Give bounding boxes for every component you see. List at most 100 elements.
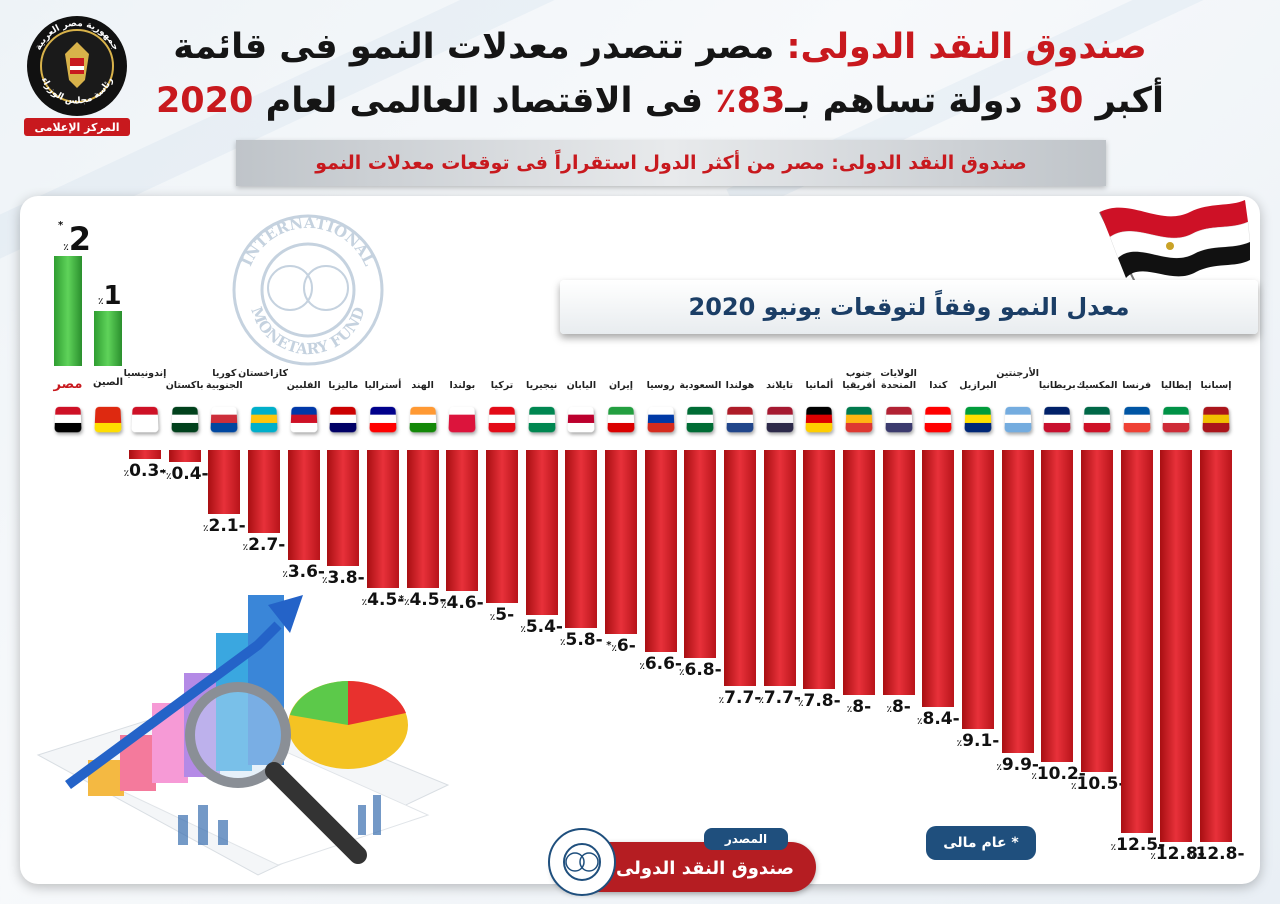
data-label-value: 10.5- (1076, 773, 1126, 794)
data-bar (1001, 450, 1034, 754)
data-label-value: 7.8- (803, 690, 841, 711)
country-label: الأرجنتين (996, 368, 1040, 379)
data-label: ٪7.7- (754, 688, 806, 711)
country-label: نيجيريا (526, 380, 558, 391)
data-label-unit: ٪ (916, 717, 923, 728)
data-label: ٪4.5- (357, 590, 409, 613)
data-label: ٪3.6- (278, 562, 330, 585)
data-bar (843, 450, 875, 695)
egypt-flag-icon (1099, 200, 1250, 333)
country-label: كندا (929, 380, 948, 391)
data-label-unit: ٪ (520, 625, 526, 636)
data-label-unit: ٪ (1110, 842, 1117, 853)
country-label: إيطاليا (1160, 380, 1192, 391)
data-bar (287, 450, 320, 561)
data-label-unit: ٪ (797, 698, 804, 709)
data-bar (803, 450, 836, 689)
subtitle-banner: صندوق النقد الدولى: مصر من أكثر الدول اس… (236, 140, 1106, 186)
data-bar (168, 450, 201, 463)
data-label-value: 5.4- (525, 617, 563, 638)
country-label: ماليزيا (328, 380, 359, 391)
fiscal-year-asterisk: * (606, 639, 612, 651)
country-flag-icon (686, 406, 714, 433)
data-label: ٪5.4- (516, 617, 568, 640)
data-label-unit: ٪ (63, 243, 69, 253)
data-label-unit: ٪ (1150, 852, 1156, 862)
svg-text:INTERNATIONAL: INTERNATIONAL (238, 214, 379, 269)
country-flag-icon (924, 406, 952, 433)
data-label-value: 12.8- (1155, 844, 1205, 864)
data-label: ٪1 (98, 281, 122, 311)
data-bar (248, 450, 280, 533)
data-bar (1120, 450, 1153, 833)
country-label: فرنسا (1122, 380, 1152, 391)
data-label: ٪7.7- (714, 688, 766, 711)
data-bar (208, 450, 241, 515)
data-label-value: 7.7- (724, 687, 762, 708)
data-label: ٪8- (873, 697, 925, 720)
data-label-unit: ٪ (718, 695, 725, 706)
data-label-unit: ٪ (1031, 772, 1037, 783)
logo-line3: المركز الإعلامى (35, 121, 120, 134)
data-label-value: 1 (103, 281, 122, 311)
data-bar (605, 450, 637, 634)
country-flag-icon (329, 406, 357, 433)
country-flag-icon (1004, 406, 1032, 433)
data-label-value: 5- (495, 605, 515, 626)
data-label-unit: ٪ (1190, 852, 1196, 862)
data-label: ٪8- (833, 697, 885, 720)
data-bar (724, 450, 756, 686)
country-flag-icon (448, 406, 476, 433)
country-label: السعودية (679, 380, 722, 391)
country-flag-icon (54, 406, 82, 433)
cabinet-media-center-logo: جمهورية مصر العربية رئاسة مجلس الوزراء ا… (22, 14, 132, 136)
data-label: ٪6.8- (674, 660, 726, 683)
country-label: الصين (92, 377, 124, 388)
country-flag-icon (1043, 406, 1071, 433)
data-label-unit: ٪ (440, 600, 447, 611)
country-flag-icon (1123, 406, 1151, 433)
country-flag-icon (1083, 406, 1111, 433)
data-label-unit: ٪ (611, 643, 617, 654)
country-flag-icon (885, 406, 913, 433)
country-flag-icon (290, 406, 318, 433)
country-flag-icon (607, 406, 635, 433)
country-flag-icon (1202, 406, 1230, 433)
country-label: أستراليا (364, 380, 402, 391)
data-label: ٪12.8- (1190, 844, 1245, 867)
data-label-value: 3.8- (327, 568, 365, 589)
country-label: كازاخستان (238, 368, 288, 379)
data-bar (684, 450, 717, 659)
fiscal-year-asterisk: * (398, 593, 404, 605)
country-label: إسبانيا (1200, 380, 1232, 391)
country-flag-icon (567, 406, 595, 433)
country-label: المكسيك (1076, 380, 1118, 391)
source-label: المصدر (704, 828, 788, 850)
data-label: ٪10.5- (1071, 773, 1126, 797)
country-label: بولندا (449, 380, 476, 391)
headline-line2-part3: فى الاقتصاد العالمى لعام (265, 81, 704, 121)
data-bar (565, 450, 598, 628)
fiscal-year-note: * عام مالى (926, 826, 1036, 860)
data-label: ٪6.6- (635, 654, 687, 677)
data-label-unit: ٪ (98, 297, 104, 307)
data-bar (922, 450, 955, 708)
data-label-value: 12.8- (1195, 844, 1245, 864)
country-label: مصر (53, 377, 83, 392)
subtitle-text: صندوق النقد الدولى: مصر من أكثر الدول اس… (315, 152, 1027, 174)
country-label: هولندا (725, 380, 755, 391)
country-label: البرازيل (959, 380, 997, 391)
country-label: إيران (608, 380, 634, 391)
data-label-unit: ٪ (403, 597, 410, 608)
data-label-value: 3.6- (287, 562, 325, 583)
data-label-unit: ٪ (678, 668, 685, 679)
data-label-unit: ٪ (123, 469, 130, 480)
data-bar (367, 450, 399, 588)
headline-line2-part2: دولة تساهم بـ (785, 81, 1023, 121)
country-flag-icon (805, 406, 833, 433)
country-label: كوريا الجنوبية (205, 368, 243, 391)
data-label-unit: ٪ (489, 613, 496, 624)
country-flag-icon (210, 406, 238, 433)
country-label: روسيا (646, 380, 675, 391)
data-label-unit: ٪ (956, 738, 963, 749)
